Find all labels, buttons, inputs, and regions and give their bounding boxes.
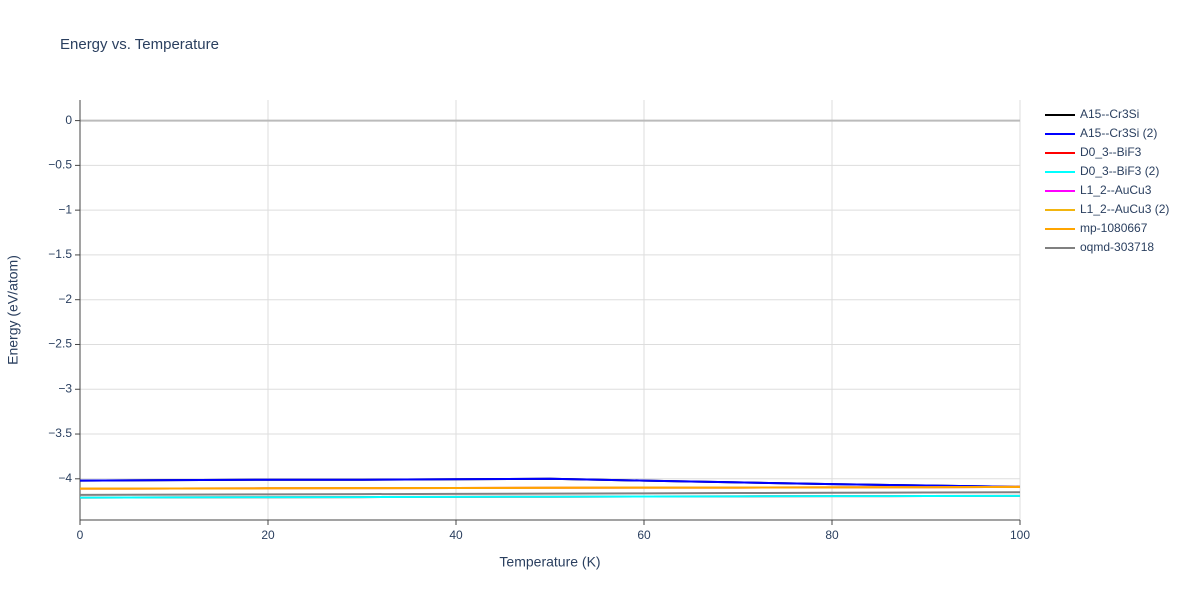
legend-label: D0_3--BiF3 (2) [1080,164,1159,178]
legend-label: A15--Cr3Si (2) [1080,126,1157,140]
y-tick-label: −1 [58,202,72,216]
series-line [79,494,1021,499]
y-tick-label: −3 [58,381,72,395]
x-tick-label: 100 [1010,528,1030,542]
y-tick-label: −1.5 [48,247,72,261]
y-tick-label: −4 [58,471,72,485]
legend-label: L1_2--AuCu3 (2) [1080,202,1169,216]
legend-label: A15--Cr3Si [1080,107,1139,121]
series-line [79,491,1021,496]
legend-label: D0_3--BiF3 [1080,145,1142,159]
y-tick-label: −0.5 [48,158,72,172]
series-line [79,477,1021,488]
x-tick-label: 40 [449,528,463,542]
x-tick-label: 60 [637,528,651,542]
legend-label: mp-1080667 [1080,221,1148,235]
x-tick-label: 80 [825,528,839,542]
x-tick-label: 20 [261,528,275,542]
legend-label: L1_2--AuCu3 [1080,183,1152,197]
y-tick-label: −2 [58,292,72,306]
legend-label: oqmd-303718 [1080,240,1154,254]
x-tick-label: 0 [77,528,84,542]
y-tick-label: 0 [65,113,72,127]
y-axis-title: Energy (eV/atom) [5,255,21,365]
chart-title: Energy vs. Temperature [60,36,219,53]
y-tick-label: −3.5 [48,426,72,440]
series-line [79,485,1021,490]
y-tick-label: −2.5 [48,337,72,351]
x-axis-title: Temperature (K) [499,554,600,570]
